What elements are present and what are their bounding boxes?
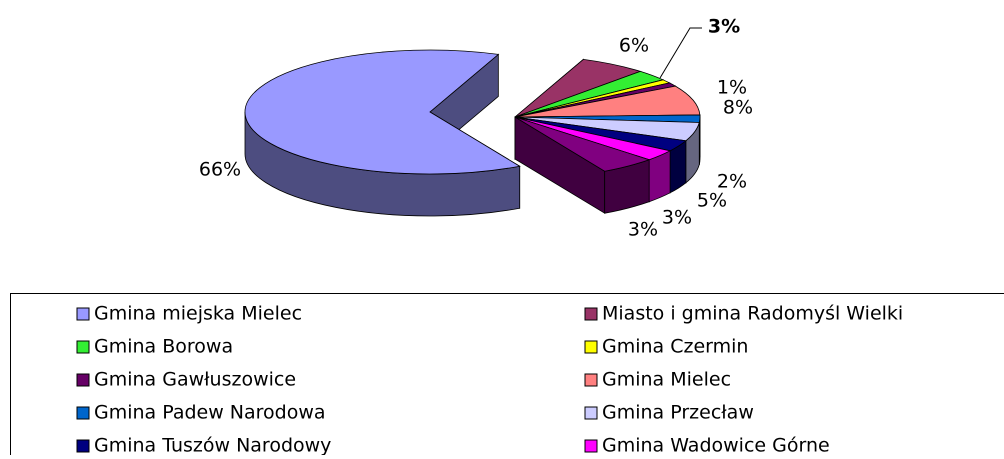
legend-swatch	[77, 374, 89, 386]
legend-label: Gmina Czermin	[602, 336, 748, 358]
data-label: 66%	[199, 159, 241, 181]
legend-swatch	[77, 407, 89, 419]
legend-label: Miasto i gmina Radomyśl Wielki	[602, 303, 903, 325]
legend-label: Gmina Przecław	[602, 402, 754, 424]
data-label: 3%	[708, 16, 740, 38]
legend-label: Gmina Borowa	[94, 336, 233, 358]
legend-label: Gmina Gawłuszowice	[94, 369, 296, 391]
legend-swatch	[585, 440, 597, 452]
data-label: 6%	[619, 35, 649, 57]
legend-swatch	[585, 341, 597, 353]
legend-swatch	[585, 308, 597, 320]
legend-label: Gmina Tuszów Narodowy	[94, 435, 331, 456]
data-label: 8%	[723, 97, 753, 119]
data-label: 3%	[662, 207, 692, 229]
legend-swatch	[77, 341, 89, 353]
legend-label: Gmina Wadowice Górne	[602, 435, 830, 456]
legend-swatch	[77, 308, 89, 320]
legend-label: Gmina miejska Mielec	[94, 303, 302, 325]
legend-swatch	[77, 440, 89, 452]
leader-line	[660, 28, 702, 78]
legend-label: Gmina Mielec	[602, 369, 731, 391]
data-label: 3%	[628, 219, 658, 241]
data-label: 1%	[717, 77, 747, 99]
legend-swatch	[585, 407, 597, 419]
legend-label: Gmina Padew Narodowa	[94, 402, 326, 424]
data-label: 5%	[697, 190, 727, 212]
legend-swatch	[585, 374, 597, 386]
